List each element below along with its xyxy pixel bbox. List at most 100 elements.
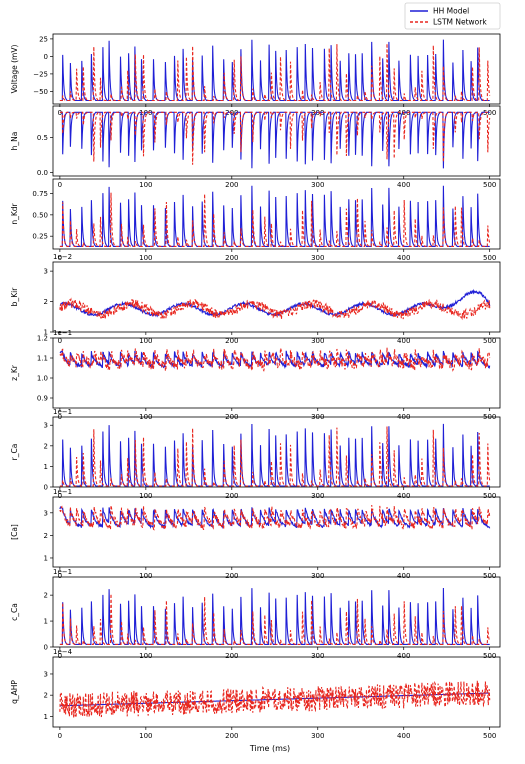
panel-z_kr-series-lstm <box>59 347 491 372</box>
panel-h_na-ytick-label: 0.5 <box>37 134 48 142</box>
panel-n_kdr-xtick-label: 500 <box>483 254 496 262</box>
panel-c_ca-series-lstm <box>59 593 491 645</box>
panel-h_na: 0 100 200 300 400 500 0.0 0.5 h_Na <box>10 105 501 189</box>
panel-h_na-xtick-label: 400 <box>397 181 410 189</box>
panel-z_kr-multiplier: 1e−1 <box>53 329 72 337</box>
panel-c_ca-xtick-label: 400 <box>397 652 410 660</box>
panel-h_na-xtick-label: 300 <box>311 181 324 189</box>
panel-voltage-ylabel: Voltage (mV) <box>10 45 19 94</box>
panel-r_ca-ytick-label: 1 <box>44 463 48 471</box>
panel-r_ca-xtick-label: 100 <box>139 492 152 500</box>
panel-n_kdr-frame <box>52 178 501 250</box>
panel-h_na-series-lstm <box>59 111 491 165</box>
panel-c_ca-xtick-label: 300 <box>311 652 324 660</box>
panel-voltage-series-hh <box>59 39 490 102</box>
panel-r_ca-xtick-label: 0 <box>58 492 62 500</box>
panel-q_ahp-frame <box>52 656 501 728</box>
panel-voltage-xtick-label: 500 <box>483 109 496 117</box>
panel-c_ca: 0 100 200 300 400 500 0 1 2 1e−1 c_Ca <box>10 568 501 660</box>
panel-q_ahp-xtick-label: 300 <box>311 732 324 740</box>
panel-q_ahp-xtick-label: 100 <box>139 732 152 740</box>
panel-voltage-ytick-label: −50 <box>33 88 48 96</box>
panel-h_na-frame <box>52 105 501 177</box>
panel-b_kir-series-hh <box>59 288 491 318</box>
panel-voltage-series-lstm <box>59 43 491 102</box>
panel-q_ahp-ytick-label: 3 <box>44 670 48 678</box>
panel-q_ahp: 0 100 200 300 400 500 1 2 3 1e−4 q_AHP <box>10 648 501 740</box>
x-axis-label: Time (ms) <box>249 744 290 753</box>
panel-z_kr-ytick-label: 1.1 <box>37 355 48 363</box>
panel-ca_conc-series-lstm <box>59 505 491 531</box>
panel-z_kr-ytick-label: 1.0 <box>37 375 48 383</box>
panel-b_kir-xtick-label: 0 <box>58 337 62 345</box>
panel-b_kir-series-lstm <box>59 297 491 321</box>
panel-q_ahp-multiplier: 1e−4 <box>53 648 73 656</box>
panel-q_ahp-xtick-label: 500 <box>483 732 496 740</box>
panel-ca_conc-xtick-label: 400 <box>397 572 410 580</box>
panel-c_ca-xtick-label: 200 <box>225 652 238 660</box>
panel-r_ca-ytick-label: 3 <box>44 422 48 430</box>
panel-r_ca-xtick-label: 300 <box>311 492 324 500</box>
panel-ca_conc-xtick-label: 300 <box>311 572 324 580</box>
panel-n_kdr-series-hh <box>59 185 490 247</box>
panel-c_ca-xtick-label: 0 <box>58 652 62 660</box>
panel-n_kdr-ytick-label: 0.50 <box>32 211 48 219</box>
panel-n_kdr-ytick-label: 0.25 <box>32 233 48 241</box>
panel-q_ahp-ylabel: q_AHP <box>10 680 19 704</box>
panel-c_ca-ylabel: c_Ca <box>10 603 19 621</box>
panel-h_na-xtick-label: 0 <box>58 181 62 189</box>
panel-b_kir-xtick-label: 300 <box>311 337 324 345</box>
panel-ca_conc-ytick-label: 1 <box>44 554 48 562</box>
legend-lstm-label: LSTM Network <box>433 18 487 27</box>
panel-c_ca-ytick-label: 0 <box>44 644 48 652</box>
panel-z_kr-ylabel: z_Kr <box>10 364 19 381</box>
panel-voltage-xtick-label: 0 <box>58 109 62 117</box>
panel-z_kr-ytick-label: 1.2 <box>37 335 48 343</box>
panel-c_ca-series-hh <box>59 587 490 645</box>
panel-n_kdr-xtick-label: 400 <box>397 254 410 262</box>
panel-ca_conc: 0 100 200 300 400 500 1 2 3 1e−1 [Ca] <box>10 488 501 580</box>
panel-r_ca-series-hh <box>59 423 490 487</box>
panel-z_kr-ytick-label: 0.9 <box>37 395 48 403</box>
panel-z_kr-series-hh <box>59 349 491 370</box>
panel-b_kir-frame <box>52 261 501 333</box>
panel-ca_conc-ylabel: [Ca] <box>10 524 19 540</box>
panel-r_ca-xtick-label: 400 <box>397 492 410 500</box>
panel-c_ca-ytick-label: 1 <box>44 618 48 626</box>
panel-r_ca-ylabel: r_Ca <box>10 444 19 461</box>
panel-n_kdr-xtick-label: 300 <box>311 254 324 262</box>
panel-h_na-series-hh <box>59 111 490 169</box>
panel-r_ca-frame <box>52 416 501 488</box>
panel-n_kdr-ylabel: n_Kdr <box>10 202 19 224</box>
panel-b_kir-ytick-label: 2 <box>44 298 48 306</box>
panel-ca_conc-ytick-label: 2 <box>44 532 48 540</box>
panel-c_ca-multiplier: 1e−1 <box>53 568 72 576</box>
panel-r_ca-xtick-label: 500 <box>483 492 496 500</box>
panel-r_ca-xtick-label: 200 <box>225 492 238 500</box>
panel-ca_conc-xtick-label: 500 <box>483 572 496 580</box>
panel-h_na-xtick-label: 500 <box>483 181 496 189</box>
panel-h_na-ylabel: h_Na <box>10 132 19 151</box>
panel-r_ca-multiplier: 1e−1 <box>53 408 72 416</box>
panel-ca_conc-frame <box>52 496 501 568</box>
panel-n_kdr-xtick-label: 200 <box>225 254 238 262</box>
panel-voltage-ytick-label: −25 <box>33 70 48 78</box>
panel-c_ca-xtick-label: 500 <box>483 652 496 660</box>
legend-box <box>404 2 501 30</box>
panel-b_kir-xtick-label: 500 <box>483 337 496 345</box>
panel-q_ahp-xtick-label: 0 <box>58 732 62 740</box>
panel-b_kir-ytick-label: 3 <box>44 268 48 276</box>
panel-n_kdr-series-lstm <box>59 192 491 247</box>
panel-z_kr-frame <box>52 337 501 409</box>
panel-voltage-ytick-label: 0 <box>44 53 48 61</box>
panel-b_kir-ytick-label: 1 <box>44 329 48 337</box>
panel-ca_conc-ytick-label: 3 <box>44 509 48 517</box>
panel-z_kr: 0 100 200 300 400 500 0.9 1.0 1.1 1.2 1e−1 z_Kr <box>10 329 501 421</box>
panel-voltage-frame <box>52 33 501 105</box>
panel-q_ahp-ytick-label: 2 <box>44 692 48 700</box>
panel-n_kdr-xtick-label: 0 <box>58 254 62 262</box>
panel-h_na-xtick-label: 200 <box>225 181 238 189</box>
panel-q_ahp-xtick-label: 400 <box>397 732 410 740</box>
panel-q_ahp-ytick-label: 1 <box>44 713 48 721</box>
